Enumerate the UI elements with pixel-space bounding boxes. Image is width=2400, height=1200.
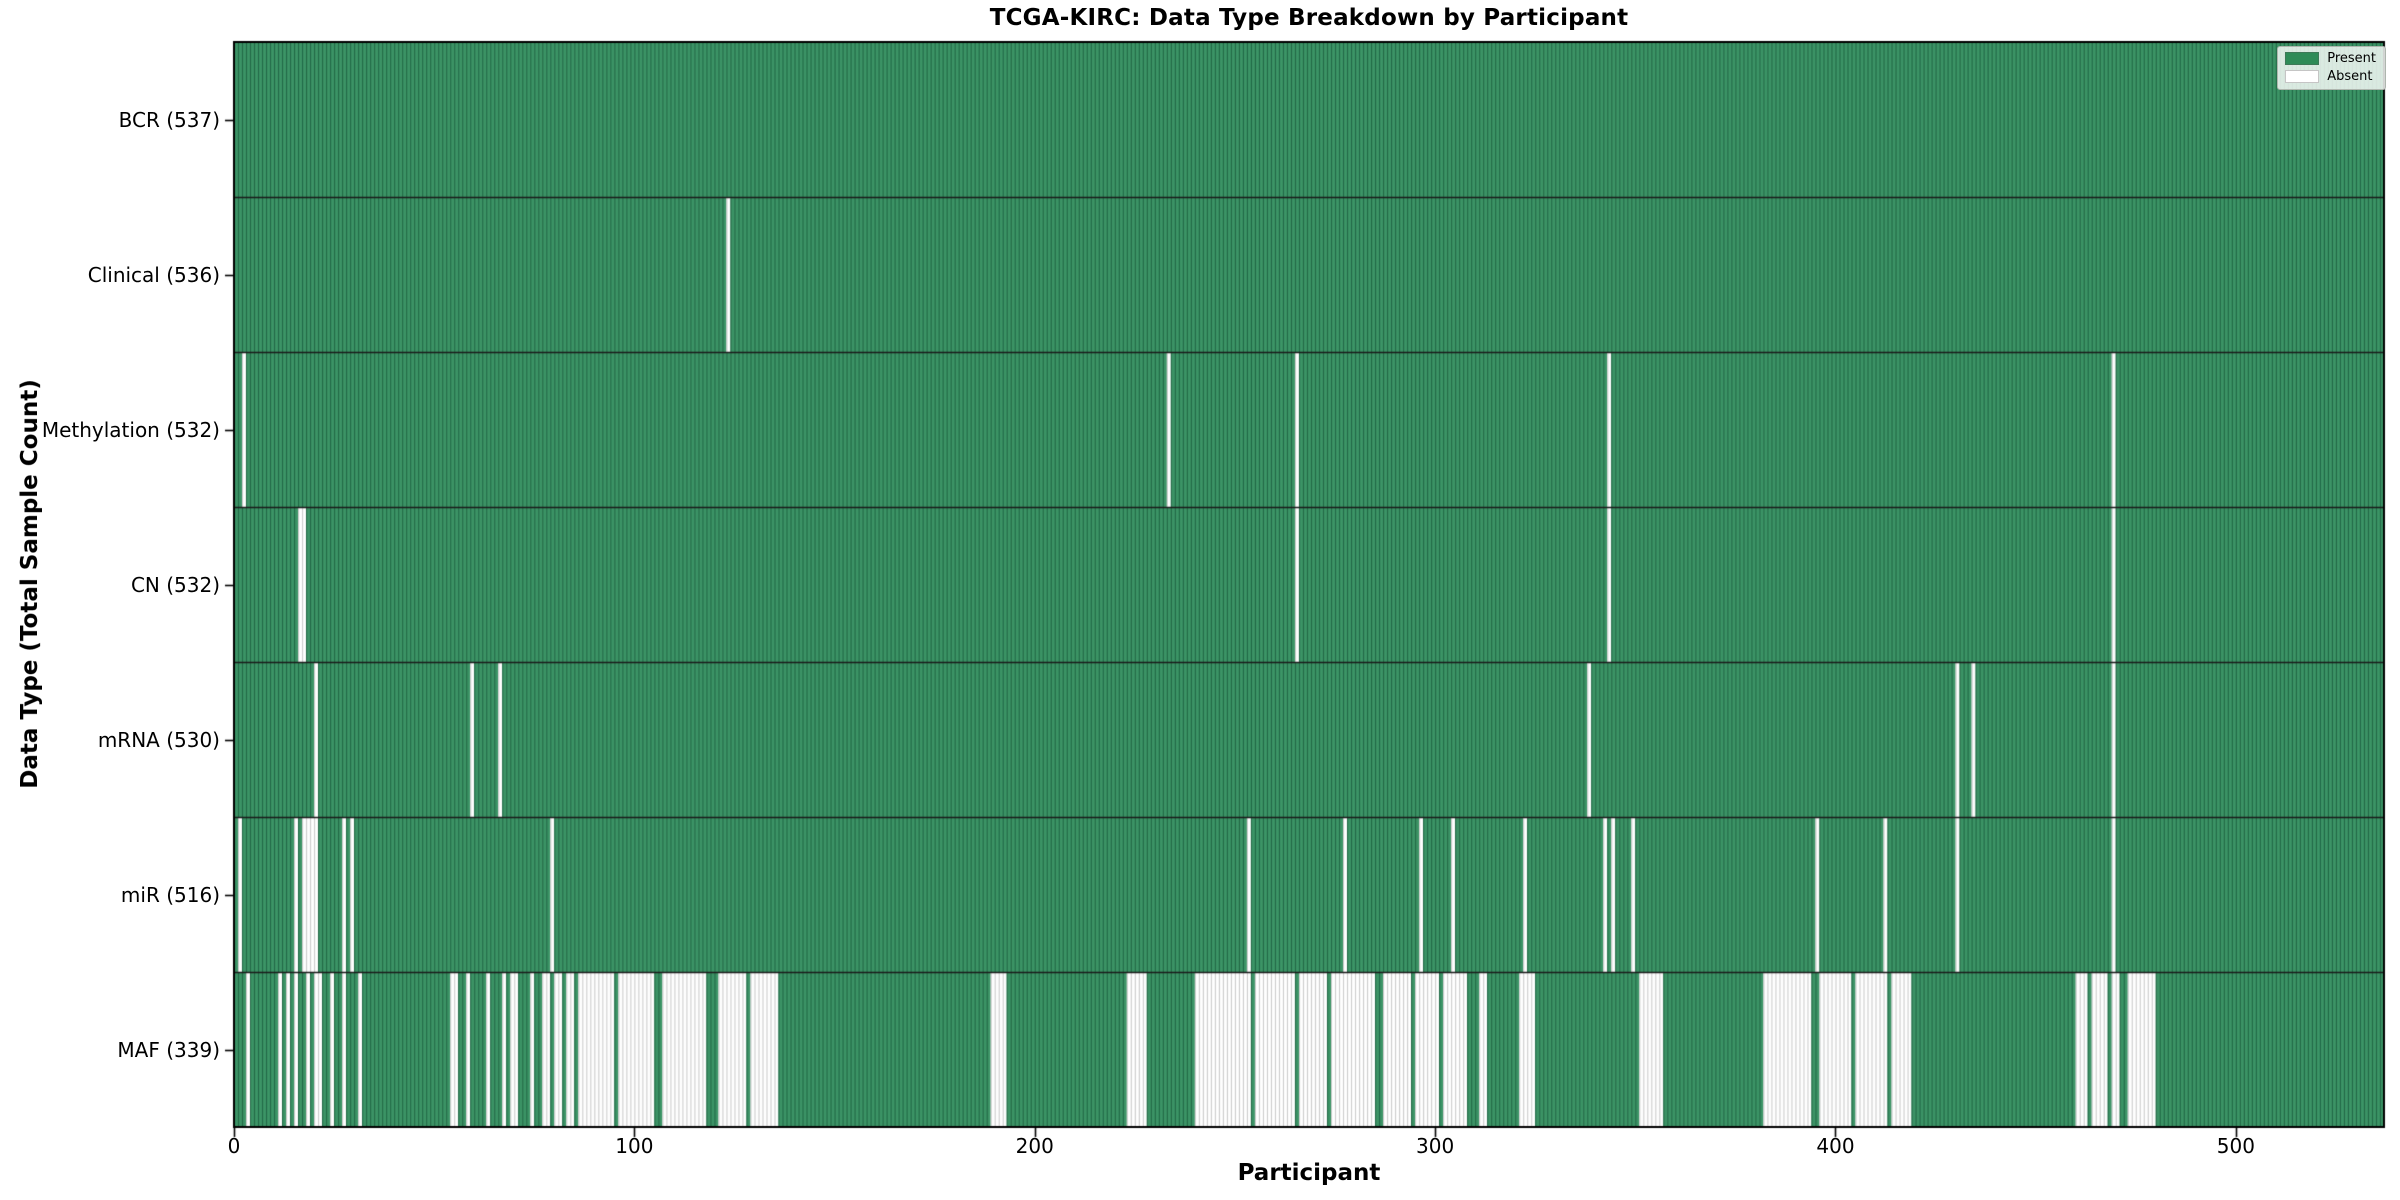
x-tick-label-400: 400 xyxy=(1816,1134,1855,1158)
x-tick-label-200: 200 xyxy=(1015,1134,1054,1158)
legend-absent-swatch xyxy=(2285,70,2320,83)
y-tick-label-clinical: Clinical (536) xyxy=(87,262,220,287)
x-tick-label-300: 300 xyxy=(1416,1134,1455,1158)
chart-title: TCGA-KIRC: Data Type Breakdown by Partic… xyxy=(989,5,1629,31)
x-tick-label-100: 100 xyxy=(615,1134,654,1158)
y-tick-label-methylation: Methylation (532) xyxy=(41,417,220,442)
x-axis-label: Participant xyxy=(1237,1160,1381,1186)
legend-absent-label: Absent xyxy=(2327,69,2373,84)
legend: Present Absent xyxy=(2277,46,2386,90)
legend-entry-present: Present xyxy=(2285,52,2376,65)
x-tick-label-500: 500 xyxy=(2216,1134,2255,1158)
y-tick-label-mir: miR (516) xyxy=(120,882,220,907)
y-tick-label-cn: CN (532) xyxy=(130,572,220,597)
legend-entry-absent: Absent xyxy=(2285,70,2376,83)
y-tick-label-mrna: mRNA (530) xyxy=(97,727,220,752)
x-tick-label-0: 0 xyxy=(227,1134,241,1158)
y-tick-label-bcr: BCR (537) xyxy=(118,107,220,132)
y-tick-label-maf: MAF (339) xyxy=(117,1037,220,1062)
legend-present-swatch xyxy=(2285,52,2320,65)
y-axis-label: Data Type (Total Sample Count) xyxy=(17,379,43,789)
legend-present-label: Present xyxy=(2327,51,2376,66)
